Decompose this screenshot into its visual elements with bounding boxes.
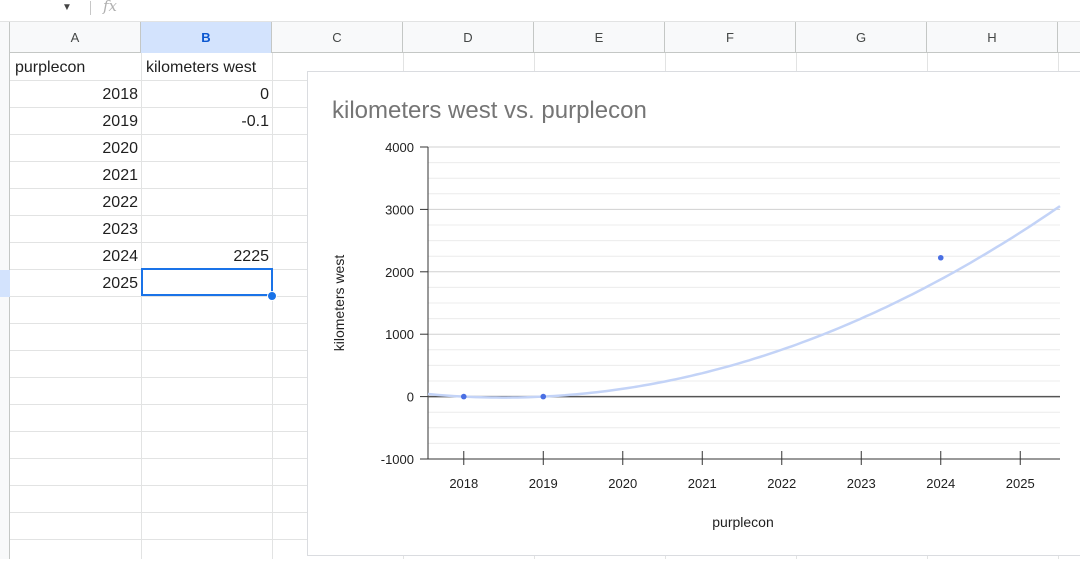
cell-a2[interactable]: 2018 (102, 86, 138, 103)
column-header-h[interactable]: H (927, 22, 1058, 53)
cell-b4[interactable] (141, 135, 272, 162)
y-tick-label: 2000 (385, 265, 414, 280)
fx-icon: fx (103, 0, 118, 15)
x-tick-label: 2022 (767, 476, 796, 491)
fill-handle[interactable] (267, 291, 277, 301)
x-tick-label: 2019 (529, 476, 558, 491)
x-tick-label: 2023 (847, 476, 876, 491)
x-tick-label: 2024 (926, 476, 955, 491)
cell-a6[interactable]: 2022 (102, 194, 138, 211)
formula-bar: ▼ fx (0, 0, 1080, 22)
data-point (460, 393, 467, 400)
cell-a3[interactable]: 2019 (102, 113, 138, 130)
column-header-c[interactable]: C (272, 22, 403, 53)
cell-b7[interactable] (141, 216, 272, 243)
y-tick-label: 3000 (385, 202, 414, 217)
column-header-e[interactable]: E (534, 22, 665, 53)
x-tick-label: 2020 (608, 476, 637, 491)
cell-b1[interactable]: kilometers west (146, 59, 257, 76)
cell-a1[interactable]: purplecon (15, 59, 86, 76)
column-header-f[interactable]: F (665, 22, 796, 53)
data-point (540, 393, 547, 400)
x-axis-label: purplecon (712, 514, 774, 530)
chart-title: kilometers west vs. purplecon (332, 97, 647, 124)
column-header-d[interactable]: D (403, 22, 534, 53)
x-tick-label: 2021 (688, 476, 717, 491)
x-tick-label: 2018 (449, 476, 478, 491)
embedded-chart[interactable]: kilometers west vs. purplecon 4000 3000 20… (307, 71, 1080, 556)
y-axis-label: kilometers west (331, 255, 347, 352)
y-tick-label: 1000 (385, 327, 414, 342)
cell-a5[interactable]: 2021 (102, 167, 138, 184)
chart-gridlines (428, 146, 1060, 460)
data-points (460, 254, 944, 400)
column-header-g[interactable]: G (796, 22, 927, 53)
trendline (427, 205, 1061, 399)
y-tick-label: 4000 (385, 140, 414, 155)
cell-a9[interactable]: 2025 (102, 275, 138, 292)
cell-b8[interactable]: 2225 (233, 248, 269, 265)
cell-b5[interactable] (141, 162, 272, 189)
cell-a8[interactable]: 2024 (102, 248, 138, 265)
cell-a7[interactable]: 2023 (102, 221, 138, 238)
y-tick-label: -1000 (381, 452, 414, 467)
chart-canvas: kilometers west vs. purplecon 4000 3000 20… (331, 97, 1061, 530)
cell-b6[interactable] (141, 189, 272, 216)
column-header-a[interactable]: A (10, 22, 141, 53)
x-tick-label: 2025 (1006, 476, 1035, 491)
column-header-bar: A B C D E F G H (0, 22, 1080, 53)
chevron-down-icon[interactable]: ▼ (62, 2, 72, 13)
column-divider (272, 53, 273, 559)
x-axis-ticks: 2018 2019 2020 2021 2022 2023 2024 2025 (449, 451, 1035, 491)
formula-bar-divider (90, 1, 91, 15)
data-point (937, 254, 944, 261)
column-header-b[interactable]: B (141, 22, 272, 53)
active-cell-selection[interactable] (141, 268, 273, 296)
cell-a4[interactable]: 2020 (102, 140, 138, 157)
row-header-selected[interactable] (0, 270, 10, 297)
y-axis-ticks: 4000 3000 2000 1000 0 -1000 (381, 140, 428, 467)
cell-b3[interactable]: -0.1 (241, 113, 269, 130)
y-tick-label: 0 (407, 390, 414, 405)
column-divider (141, 53, 142, 559)
cell-b2[interactable]: 0 (260, 86, 269, 103)
